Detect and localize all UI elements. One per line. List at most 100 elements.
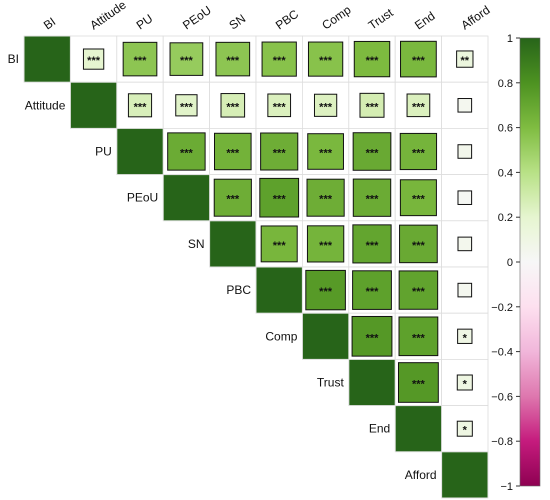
significance-label: *** [273,101,287,113]
row-label: Trust [317,376,345,390]
correlation-square [261,41,297,77]
correlation-square [456,374,473,391]
correlation-square [457,98,473,113]
row-label: Attitude [25,98,66,112]
correlation-square [215,41,251,77]
correlation-square [213,178,252,217]
diagonal-cell [256,267,302,313]
significance-label: *** [273,194,287,206]
correlation-square [399,132,438,171]
correlation-square [457,190,473,205]
significance-label: *** [412,332,426,344]
significance-label: *** [273,55,287,67]
correlation-square [456,420,473,437]
column-label: Comp [319,2,354,32]
correlation-square [353,40,391,78]
correlation-square [457,282,473,298]
column-label: End [412,9,438,33]
diagonal-cell [302,313,349,359]
significance-label: *** [412,55,426,67]
significance-label: ** [461,55,470,67]
significance-label: *** [366,286,380,298]
correlation-square [400,40,437,78]
diagonal-cell [210,221,256,267]
correlation-square [457,236,473,252]
correlation-square [220,93,246,118]
row-label: End [369,422,390,436]
significance-label: *** [226,101,240,113]
colorbar-tick-label: 0 [507,257,513,269]
correlation-square [213,132,252,171]
correlation-matrix: BI Attitude PU PEoU SN PBC Comp Trust End AffordB… [8,0,493,499]
row-label: Comp [265,329,297,343]
colorbar-tick-label: −0.8 [491,436,513,448]
correlation-square [167,132,206,171]
column-label: PBC [273,7,302,33]
colorbar: 1 0.8 0.6 0.4 0.2 0 −0.2 −0.4 −0.6 −0.8 −1 [491,33,541,493]
significance-label: *** [134,55,148,67]
correlation-square [260,132,299,171]
significance-label: *** [412,379,426,391]
correlation-square [305,269,346,311]
correlation-square [313,93,338,117]
correlation-square [267,93,292,118]
correlation-square [456,50,474,68]
significance-label: *** [366,194,380,206]
significance-label: *** [273,240,287,252]
colorbar-gradient [519,37,541,487]
correlation-square [399,224,438,264]
correlation-square [169,42,204,76]
significance-label: *** [226,148,240,160]
colorbar-tick-label: −0.4 [491,347,513,359]
diagonal-cell [442,452,488,498]
colorbar-tick-label: 0.8 [498,78,513,90]
significance-label: *** [319,101,333,113]
significance-label: * [463,332,468,344]
significance-label: *** [366,332,380,344]
diagonal-cell [70,82,117,128]
correlation-square [399,179,437,217]
correlation-square [398,316,439,357]
correlation-square [359,92,385,118]
significance-label: *** [273,148,287,160]
row-label: BI [8,52,19,66]
significance-label: *** [180,55,194,67]
correlation-square [307,41,344,77]
significance-label: * [463,379,468,391]
column-label: Trust [366,5,397,32]
row-label: Afford [405,468,437,482]
significance-label: *** [412,101,426,113]
diagonal-cell [24,36,70,82]
significance-label: * [463,425,468,437]
diagonal-cell [163,175,210,221]
significance-label: *** [412,286,426,298]
significance-label: *** [319,240,333,252]
significance-label: *** [366,240,380,252]
correlation-square [306,225,345,263]
significance-label: *** [319,148,333,160]
correlation-square [82,48,105,70]
correlation-square [397,362,439,403]
significance-label: *** [319,55,333,67]
column-label: Afford [458,3,492,33]
column-label: Attitude [87,0,129,32]
correlation-square [352,224,392,264]
colorbar-tick-label: 0.4 [498,167,513,179]
significance-label: *** [366,55,380,67]
correlation-square [352,270,392,310]
correlation-square [307,133,344,170]
significance-label: *** [412,194,426,206]
correlation-square [398,270,439,310]
correlation-square [259,177,300,218]
colorbar-tick-label: −0.6 [491,391,513,403]
significance-label: *** [412,240,426,252]
diagonal-cell [349,359,395,406]
colorbar-tick-label: 0.2 [498,212,513,224]
row-label: PEoU [127,191,158,205]
diagonal-cell [117,128,163,175]
correlation-square [260,225,298,263]
colorbar-tick-label: −0.2 [491,302,513,314]
significance-label: *** [226,194,240,206]
significance-label: *** [366,101,380,113]
